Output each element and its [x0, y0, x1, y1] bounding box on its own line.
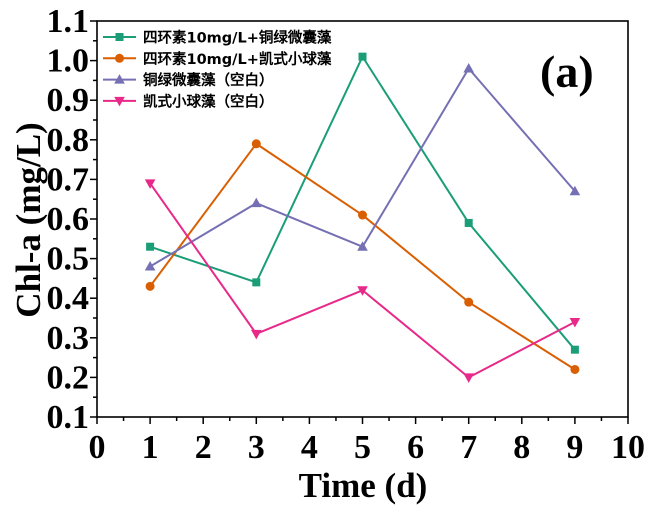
legend-swatch-marker: [115, 33, 124, 41]
y-tick-label: 0.9: [47, 82, 90, 119]
x-axis-label: Time (d): [299, 466, 428, 505]
x-tick-label: 9: [566, 429, 583, 466]
panel-annotation: (a): [540, 46, 594, 97]
y-tick-label: 0.6: [47, 201, 90, 238]
x-tick-label: 0: [89, 429, 106, 466]
y-tick-label: 0.3: [47, 320, 90, 357]
x-tick-label: 6: [407, 429, 424, 466]
x-tick-label: 1: [142, 429, 159, 466]
data-point: [463, 373, 474, 383]
data-point: [358, 210, 367, 220]
x-tick-label: 7: [460, 429, 477, 466]
y-tick-label: 0.4: [47, 280, 90, 317]
legend-label: 铜绿微囊藻（空白）: [143, 71, 274, 89]
data-point: [358, 52, 367, 61]
y-tick-label: 1.0: [47, 43, 90, 80]
series-line: [149, 142, 576, 371]
x-tick-label: 5: [354, 429, 371, 466]
data-point: [570, 345, 579, 354]
legend-label: 四环素10mg/L+凯式小球藻: [143, 50, 332, 68]
legend-item: 铜绿微囊藻（空白）: [103, 71, 274, 89]
legend-swatch-marker: [114, 96, 125, 107]
y-tick-label: 0.1: [47, 399, 90, 436]
data-point: [357, 286, 368, 296]
series-1: [146, 52, 579, 354]
legend-label: 凯式小球藻（空白）: [143, 92, 274, 110]
y-tick-label: 0.5: [47, 241, 90, 278]
legend-label: 四环素10mg/L+铜绿微囊藻: [143, 29, 332, 47]
data-point: [569, 185, 581, 196]
y-tick-label: 0.2: [47, 359, 90, 396]
data-point: [357, 241, 368, 251]
x-tick-label: 2: [195, 429, 212, 466]
series-group: [144, 52, 581, 383]
x-tick-label: 4: [301, 429, 318, 466]
data-point: [144, 261, 156, 271]
data-point: [145, 281, 155, 291]
y-axis-label: Chl-a (mg/L): [9, 122, 48, 317]
data-point: [251, 197, 262, 208]
series-4: [144, 179, 581, 383]
axes-ticks: 0 1 2 3 4 5 6 7 8 9 100.10.20.30.40.50.60.70.80.91…: [47, 3, 646, 466]
data-point: [146, 242, 155, 251]
data-point: [252, 278, 261, 287]
x-tick-label: 8: [513, 429, 530, 466]
data-point: [144, 179, 156, 189]
x-tick-label: 3: [248, 429, 265, 466]
data-point: [464, 218, 473, 227]
data-point: [569, 317, 581, 328]
legend-swatch-marker: [115, 53, 124, 63]
data-point: [464, 297, 474, 307]
series-2: [145, 139, 580, 374]
data-point: [463, 63, 474, 73]
y-tick-label: 0.8: [47, 122, 90, 159]
series-3: [144, 63, 581, 271]
x-tick-label: 10: [611, 429, 645, 466]
y-tick-label: 1.1: [47, 3, 90, 40]
y-tick-label: 0.7: [47, 161, 90, 198]
legend-item: 四环素10mg/L+凯式小球藻: [103, 50, 332, 68]
data-point: [251, 329, 262, 340]
legend-item: 凯式小球藻（空白）: [103, 92, 274, 110]
legend-swatch-marker: [114, 74, 125, 84]
data-point: [570, 364, 580, 374]
data-point: [251, 139, 261, 149]
legend-item: 四环素10mg/L+铜绿微囊藻: [103, 29, 332, 47]
